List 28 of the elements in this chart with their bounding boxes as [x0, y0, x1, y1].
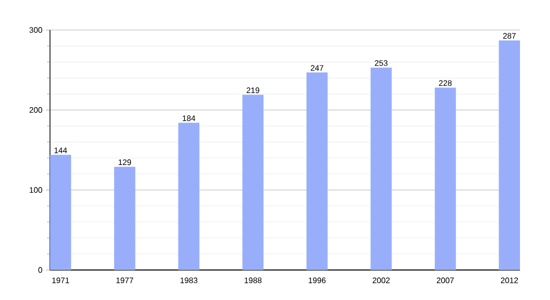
data-label: 287	[503, 33, 516, 39]
x-tick-label: 2012	[500, 278, 518, 284]
bar	[178, 122, 200, 270]
x-tick-label: 2007	[436, 278, 454, 284]
y-tick-label: 100	[30, 187, 42, 193]
data-label: 228	[439, 80, 452, 86]
data-label: 247	[310, 65, 324, 71]
x-tick-label: 1977	[116, 278, 134, 284]
data-label: 129	[118, 159, 131, 166]
y-tick-label: 200	[30, 107, 42, 113]
x-tick-label: 1983	[180, 278, 198, 284]
bar	[370, 68, 392, 270]
x-tick-label: 2002	[372, 278, 390, 284]
bar	[434, 88, 456, 270]
data-label: 184	[182, 115, 196, 122]
bar	[498, 40, 520, 270]
bar	[50, 154, 72, 270]
bar	[306, 72, 328, 270]
bar	[114, 166, 136, 270]
x-tick-label: 1996	[308, 278, 326, 284]
y-tick-label: 0	[38, 267, 42, 273]
data-label: 253	[374, 60, 388, 66]
x-tick-label: 1988	[244, 278, 262, 284]
y-tick-label: 300	[29, 27, 42, 33]
data-label: 144	[54, 148, 68, 154]
x-tick-label: 1971	[52, 278, 70, 284]
bar	[242, 94, 264, 270]
data-label: 219	[246, 87, 260, 94]
